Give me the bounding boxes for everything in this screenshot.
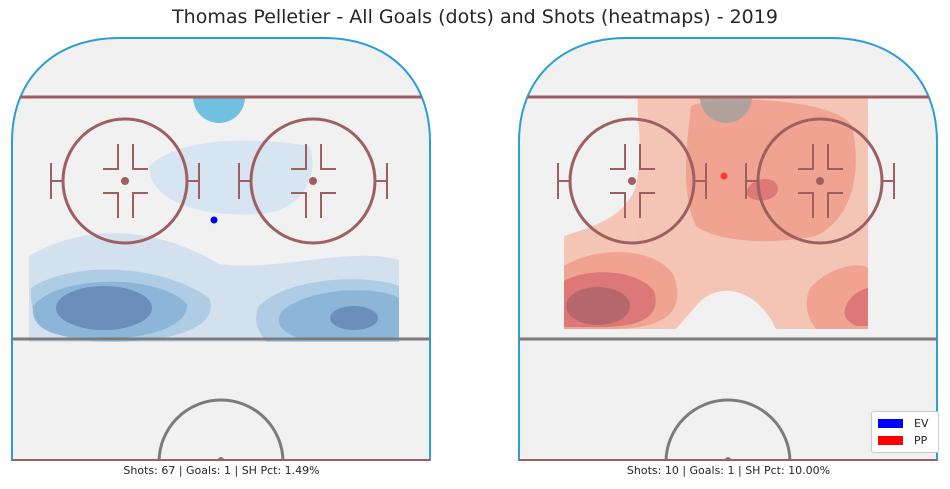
shots-summary-ev: Shots: 67 | Goals: 1 | SH Pct: 1.49%	[123, 464, 320, 477]
faceoff-dot-right	[309, 177, 317, 185]
center-circle	[664, 398, 792, 460]
faceoff-dot-left	[121, 177, 129, 185]
goal-dot-pp	[720, 172, 728, 180]
center-circle	[157, 398, 285, 460]
legend-item-ev: EV	[878, 416, 928, 430]
shots-summary-pp: Shots: 10 | Goals: 1 | SH Pct: 10.00%	[626, 464, 831, 477]
faceoff-dot-left	[628, 177, 636, 185]
goal-crease	[700, 97, 752, 123]
legend: EV PP	[871, 411, 939, 453]
rink-pp	[518, 37, 938, 461]
legend-swatch-ev	[878, 418, 903, 428]
legend-label-pp: PP	[914, 433, 928, 447]
legend-label-ev: EV	[914, 416, 929, 430]
goal-crease	[193, 97, 245, 123]
rink-surface	[11, 37, 431, 461]
legend-item-pp: PP	[878, 433, 927, 447]
shot-heatmap-ev	[29, 140, 399, 342]
legend-swatch-pp	[878, 435, 903, 445]
goal-dot-ev	[210, 216, 218, 224]
faceoff-dot-right	[816, 177, 824, 185]
rink-ev	[11, 37, 431, 461]
chart-title: Thomas Pelletier - All Goals (dots) and …	[172, 6, 778, 28]
